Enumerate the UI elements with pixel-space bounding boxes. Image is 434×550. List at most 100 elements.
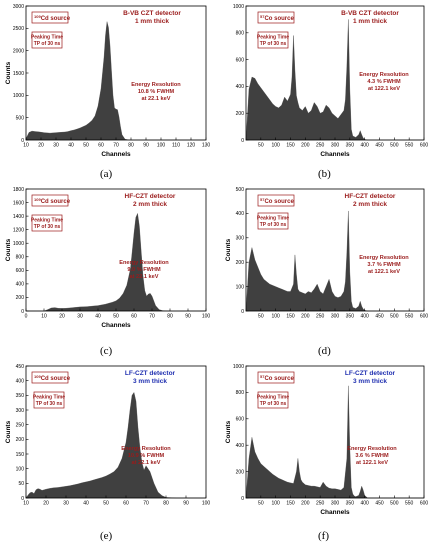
x-tick-label-d: 400 [360, 314, 369, 320]
resolution-title-a: Energy Resolution [131, 82, 181, 88]
source-label-d: 57Co source [260, 197, 294, 205]
chart-panel-c: 0 10 20 30 40 50 60 70 80 90 100 0 200 400 600 800 1000 1… [2, 185, 212, 335]
x-tick-label-d: 350 [346, 314, 355, 320]
source-name: Cd source [41, 376, 71, 382]
x-tick-label-a: 10 [23, 143, 29, 149]
resolution-energy-d: at 122.1 keV [368, 269, 400, 275]
source-name: Co source [264, 199, 294, 205]
y-tick-label-a: 1500 [13, 71, 24, 77]
y-tick-label-f: 400 [236, 443, 245, 449]
y-tick-label-e: 350 [16, 393, 25, 399]
x-tick-label-c: 80 [167, 314, 173, 320]
x-tick-label-b: 250 [316, 143, 325, 149]
x-tick-label-f: 400 [360, 501, 369, 507]
detector-label-d: HF-CZT detector [345, 193, 396, 200]
x-tick-label-d: 600 [420, 314, 429, 320]
y-tick-label-c: 1800 [13, 187, 24, 193]
x-tick-label-d: 500 [390, 314, 399, 320]
y-tick-label-d: 300 [236, 236, 245, 242]
source-label-c: 109Cd source [34, 197, 71, 205]
x-tick-label-b: 350 [346, 143, 355, 149]
x-tick-label-a: 110 [172, 143, 180, 149]
source-isotope-number: 109 [34, 374, 41, 379]
thickness-label-f: 3 mm thick [353, 378, 387, 385]
x-tick-label-b: 50 [258, 143, 264, 149]
x-tick-label-c: 10 [41, 314, 47, 320]
y-tick-label-d: 100 [236, 284, 245, 290]
source-isotope-number: 109 [34, 14, 41, 19]
y-tick-label-a: 500 [16, 115, 25, 121]
chart-panel-e: 10 20 30 40 50 60 70 80 90 100 0 50 100 150 200 250 300 3… [2, 362, 212, 520]
source-box-f [257, 371, 295, 384]
thickness-label-d: 2 mm thick [353, 201, 387, 208]
x-tick-label-e: 100 [202, 501, 211, 507]
y-tick-label-c: 0 [21, 309, 24, 315]
y-tick-label-d: 200 [236, 260, 245, 266]
x-tick-label-f: 100 [271, 501, 280, 507]
x-tick-label-e: 90 [183, 501, 189, 507]
peaking-title-d: Peaking Time [257, 216, 289, 222]
peaking-box-c [31, 214, 63, 232]
x-tick-label-e: 70 [143, 501, 149, 507]
x-tick-label-d: 250 [316, 314, 325, 320]
source-box-c [31, 194, 69, 207]
y-tick-label-c: 400 [16, 282, 25, 288]
x-tick-label-d: 550 [405, 314, 414, 320]
y-tick-label-c: 1000 [13, 241, 24, 247]
caption-b: (b) [318, 168, 331, 180]
y-tick-label-d: 500 [236, 187, 245, 193]
y-tick-label-a: 3000 [13, 4, 24, 10]
x-tick-label-b: 500 [390, 143, 399, 149]
x-tick-label-c: 60 [131, 314, 137, 320]
y-tick-label-c: 1400 [13, 214, 24, 220]
x-tick-label-b: 300 [331, 143, 340, 149]
spectrum-area-c [26, 212, 206, 312]
peaking-value-a: TP of 30 ns [34, 41, 61, 47]
spectrum-chart-b: 50 100 150 200 250 300 350 400 450 500 550 600 0 200 4… [233, 4, 429, 158]
peaking-box-f [257, 391, 289, 409]
x-tick-label-a: 70 [113, 143, 119, 149]
x-tick-label-b: 400 [360, 143, 369, 149]
y-axis-title-c: Counts [5, 238, 12, 261]
y-tick-label-c: 1600 [13, 200, 24, 206]
source-name: Co source [264, 16, 294, 22]
thickness-label-b: 1 mm thick [353, 18, 387, 25]
resolution-fwhm-a: 10.8 % FWHM [138, 89, 175, 95]
y-tick-label-a: 1000 [13, 93, 24, 99]
x-tick-label-c: 30 [77, 314, 83, 320]
y-tick-label-e: 200 [16, 437, 25, 443]
x-tick-label-a: 80 [128, 143, 134, 149]
spectrum-area-e [25, 392, 206, 499]
caption-d: (d) [318, 345, 331, 357]
resolution-title-e: Energy Resolution [121, 446, 171, 452]
resolution-energy-a: at 22.1 keV [142, 96, 171, 102]
source-name: Cd source [41, 16, 71, 22]
x-tick-label-b: 150 [286, 143, 295, 149]
caption-a: (a) [100, 168, 113, 180]
x-tick-label-c: 50 [113, 314, 119, 320]
resolution-title-c: Energy Resolution [119, 260, 169, 266]
x-tick-label-d: 300 [331, 314, 340, 320]
caption-c: (c) [100, 345, 113, 357]
x-tick-label-f: 450 [375, 501, 384, 507]
x-tick-label-d: 450 [375, 314, 384, 320]
y-tick-label-a: 2000 [13, 48, 24, 54]
source-isotope-number: 57 [260, 197, 265, 202]
x-tick-label-a: 120 [187, 143, 196, 149]
peaking-title-c: Peaking Time [31, 218, 63, 224]
resolution-title-d: Energy Resolution [359, 255, 409, 261]
x-tick-label-d: 200 [301, 314, 310, 320]
y-tick-label-f: 600 [236, 417, 245, 423]
resolution-fwhm-f: 3.6 % FWHM [355, 453, 389, 459]
resolution-energy-e: at 22.1 keV [132, 460, 161, 466]
caption-e: (e) [100, 530, 113, 542]
source-name: Co source [264, 376, 294, 382]
source-label-f: 57Co source [260, 374, 294, 382]
source-label-b: 57Co source [260, 14, 294, 22]
peaking-title-b: Peaking Time [257, 35, 289, 41]
source-isotope-number: 109 [34, 197, 41, 202]
x-axis-title-c: Channels [101, 322, 131, 329]
x-tick-label-f: 350 [346, 501, 355, 507]
peaking-title-e: Peaking Time [33, 395, 65, 401]
peaking-title-a: Peaking Time [31, 35, 63, 41]
